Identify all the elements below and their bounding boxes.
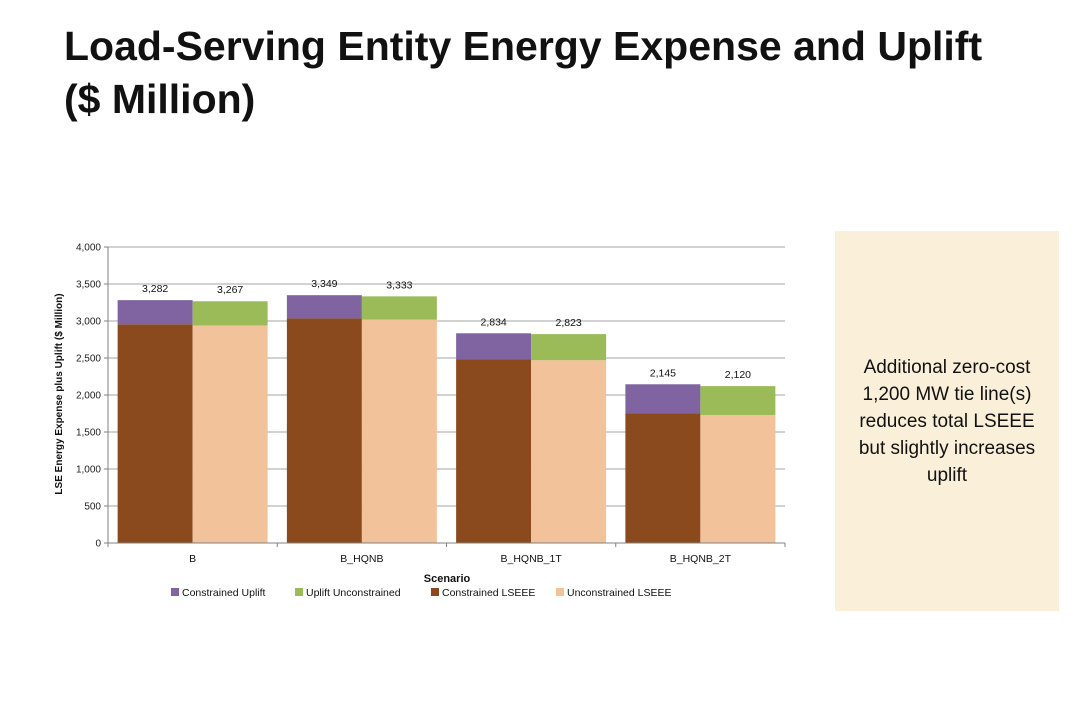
x-tick-label: B_HQNB_2T	[670, 553, 732, 565]
bar-total-label: 3,267	[217, 284, 243, 296]
bar-segment	[700, 386, 776, 415]
bar-segment	[456, 333, 532, 360]
bar-segment	[286, 318, 362, 543]
bar-segment	[456, 359, 532, 543]
legend-label: Constrained Uplift	[182, 587, 266, 599]
x-tick-label: B_HQNB_1T	[500, 553, 562, 565]
data-labels: 3,282 3,267 3,349 3,333 2,834 2,823 2,145 2,120	[142, 278, 751, 381]
x-axis: B B_HQNB B_HQNB_1T B_HQNB_2T	[107, 542, 786, 565]
y-tick-label: 2,500	[76, 354, 101, 365]
legend-label: Uplift Unconstrained	[306, 587, 401, 599]
legend-swatch	[171, 588, 179, 596]
bar-segment	[117, 300, 193, 325]
y-axis: 0 500 1,000 1,500 2,000 2,500 3,000 3,500 4,000	[76, 243, 109, 550]
y-tick-label: 0	[95, 539, 101, 550]
callout-text: Additional zero-cost 1,200 MW tie line(s…	[858, 356, 1036, 486]
y-tick-label: 500	[84, 502, 101, 513]
legend-label: Unconstrained LSEEE	[567, 587, 671, 599]
slide-title: Load-Serving Entity Energy Expense and U…	[64, 23, 983, 122]
legend-swatch	[431, 588, 439, 596]
bar-total-label: 2,145	[650, 367, 676, 379]
bar-total-label: 3,282	[142, 283, 168, 295]
y-tick-label: 1,000	[76, 465, 101, 476]
x-tick-label: B	[189, 553, 196, 565]
y-tick-label: 4,000	[76, 243, 101, 254]
bar-segment	[361, 319, 437, 543]
bar-segment	[361, 296, 437, 320]
bars	[117, 295, 776, 543]
bar-segment	[625, 384, 701, 414]
legend-swatch	[295, 588, 303, 596]
y-tick-label: 3,000	[76, 317, 101, 328]
bar-total-label: 2,834	[480, 316, 506, 328]
legend: Constrained Uplift Uplift Unconstrained Co…	[171, 587, 671, 599]
bar-segment	[286, 295, 362, 319]
bar-segment	[531, 334, 607, 361]
x-axis-label: Scenario	[424, 573, 471, 585]
bar-total-label: 2,120	[725, 369, 751, 381]
bar-total-label: 3,333	[386, 279, 412, 291]
legend-swatch	[556, 588, 564, 596]
bar-segment	[192, 325, 268, 543]
bar-segment	[700, 414, 776, 543]
y-tick-label: 1,500	[76, 428, 101, 439]
bar-segment	[625, 413, 701, 543]
legend-label: Constrained LSEEE	[442, 587, 535, 599]
bar-total-label: 2,823	[555, 317, 581, 329]
bar-total-label: 3,349	[311, 278, 337, 290]
callout-box: Additional zero-cost 1,200 MW tie line(s…	[835, 231, 1059, 611]
bar-segment	[192, 301, 268, 326]
y-tick-label: 3,500	[76, 280, 101, 291]
bar-segment	[531, 360, 607, 543]
x-tick-label: B_HQNB	[340, 553, 383, 565]
y-tick-label: 2,000	[76, 391, 101, 402]
bar-segment	[117, 324, 193, 543]
y-axis-label: LSE Energy Expense plus Uplift ($ Millio…	[54, 293, 65, 494]
